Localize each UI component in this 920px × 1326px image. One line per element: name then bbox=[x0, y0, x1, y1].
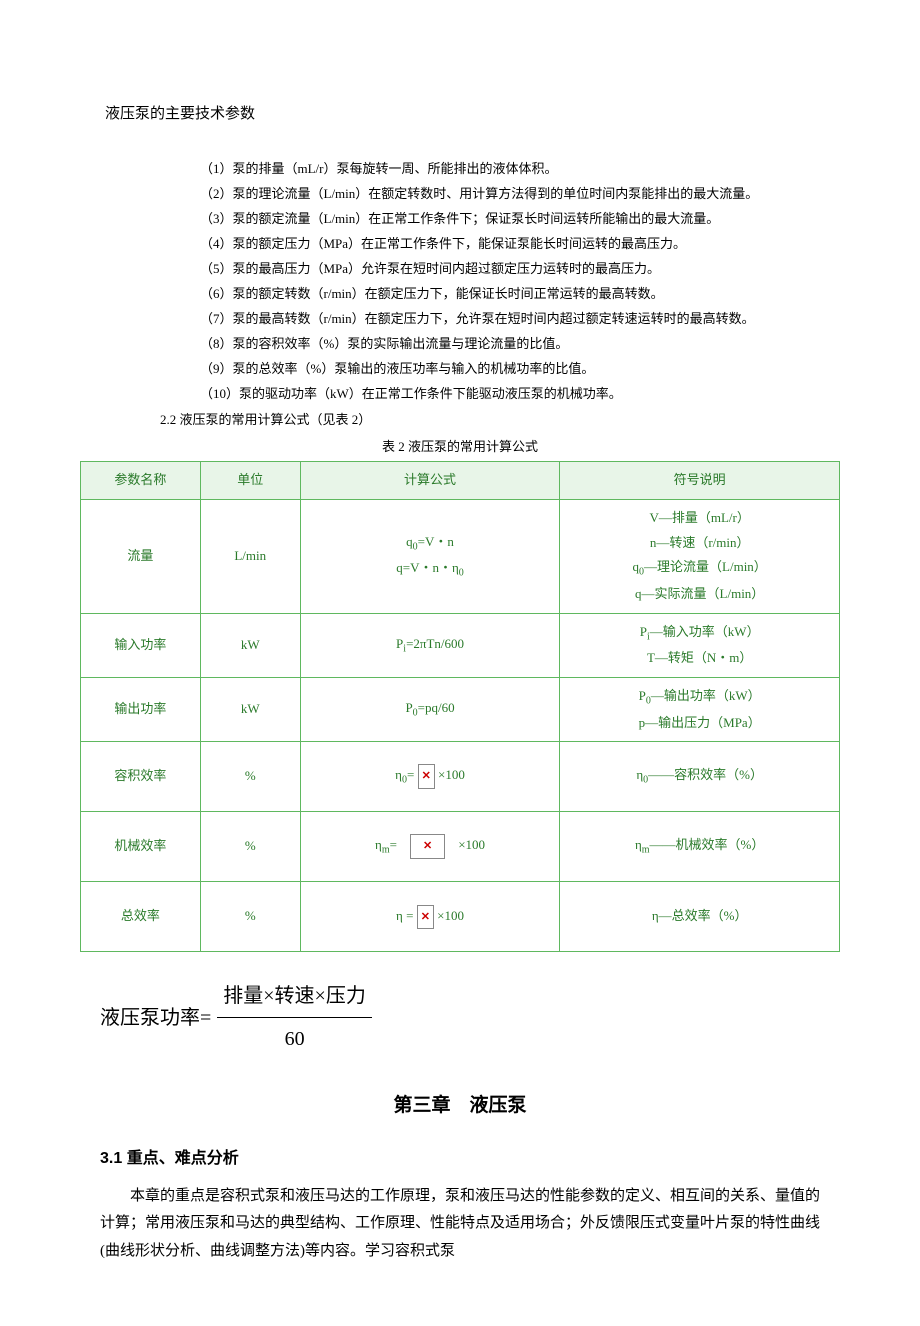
th-name: 参数名称 bbox=[81, 462, 201, 500]
cell-unit: kW bbox=[200, 613, 300, 677]
cell-name: 流量 bbox=[81, 500, 201, 614]
section-2-2: 2.2 液压泵的常用计算公式（见表 2） bbox=[160, 408, 850, 433]
param-item: （6）泵的额定转数（r/min）在额定压力下，能保证长时间正常运转的最高转数。 bbox=[200, 282, 850, 306]
th-unit: 单位 bbox=[200, 462, 300, 500]
table-header-row: 参数名称 单位 计算公式 符号说明 bbox=[81, 462, 840, 500]
cell-symbols: P0—输出功率（kW）p—输出压力（MPa） bbox=[560, 677, 840, 741]
formula-numerator: 排量×转速×压力 bbox=[217, 977, 372, 1018]
param-item: （8）泵的容积效率（%）泵的实际输出流量与理论流量的比值。 bbox=[200, 332, 850, 356]
cell-symbols: V—排量（mL/r）n—转速（r/min）q0—理论流量（L/min）q—实际流… bbox=[560, 500, 840, 614]
cell-name: 输出功率 bbox=[81, 677, 201, 741]
cell-unit: % bbox=[200, 882, 300, 952]
chapter-title: 第三章 液压泵 bbox=[70, 1088, 850, 1124]
table-row: 输出功率kWP0=pq/60P0—输出功率（kW）p—输出压力（MPa） bbox=[81, 677, 840, 741]
cell-formula: P0=pq/60 bbox=[300, 677, 560, 741]
table-caption: 表 2 液压泵的常用计算公式 bbox=[70, 435, 850, 460]
param-item: （5）泵的最高压力（MPa）允许泵在短时间内超过额定压力运转时的最高压力。 bbox=[200, 257, 850, 281]
doc-title: 液压泵的主要技术参数 bbox=[105, 100, 850, 129]
formula-denominator: 60 bbox=[217, 1018, 372, 1058]
cell-name: 机械效率 bbox=[81, 812, 201, 882]
param-list: （1）泵的排量（mL/r）泵每旋转一周、所能排出的液体体积。 （2）泵的理论流量… bbox=[200, 157, 850, 406]
cell-unit: % bbox=[200, 742, 300, 812]
cell-symbols: Pi—输入功率（kW）T—转矩（N・m） bbox=[560, 613, 840, 677]
cell-unit: % bbox=[200, 812, 300, 882]
cell-name: 容积效率 bbox=[81, 742, 201, 812]
param-item: （4）泵的额定压力（MPa）在正常工作条件下，能保证泵能长时间运转的最高压力。 bbox=[200, 232, 850, 256]
formula-fraction: 排量×转速×压力 60 bbox=[217, 977, 372, 1058]
cell-symbols: ηm——机械效率（%） bbox=[560, 812, 840, 882]
body-paragraph: 本章的重点是容积式泵和液压马达的工作原理，泵和液压马达的性能参数的定义、相互间的… bbox=[100, 1183, 820, 1266]
formula-table: 参数名称 单位 计算公式 符号说明 流量L/minq0=V・nq=V・n・η0V… bbox=[80, 461, 840, 952]
table-row: 输入功率kWPi=2πTn/600Pi—输入功率（kW）T—转矩（N・m） bbox=[81, 613, 840, 677]
cell-formula: η = ✕ ×100 bbox=[300, 882, 560, 952]
table-body: 流量L/minq0=V・nq=V・n・η0V—排量（mL/r）n—转速（r/mi… bbox=[81, 500, 840, 952]
power-formula: 液压泵功率= 排量×转速×压力 60 bbox=[100, 977, 850, 1058]
th-formula: 计算公式 bbox=[300, 462, 560, 500]
table-row: 总效率%η = ✕ ×100η—总效率（%） bbox=[81, 882, 840, 952]
param-item: （1）泵的排量（mL/r）泵每旋转一周、所能排出的液体体积。 bbox=[200, 157, 850, 181]
cell-symbols: η—总效率（%） bbox=[560, 882, 840, 952]
cell-formula: Pi=2πTn/600 bbox=[300, 613, 560, 677]
cell-symbols: η0——容积效率（%） bbox=[560, 742, 840, 812]
cell-formula: ηm= ✕ ×100 bbox=[300, 812, 560, 882]
table-row: 机械效率%ηm= ✕ ×100ηm——机械效率（%） bbox=[81, 812, 840, 882]
cell-unit: L/min bbox=[200, 500, 300, 614]
table-row: 流量L/minq0=V・nq=V・n・η0V—排量（mL/r）n—转速（r/mi… bbox=[81, 500, 840, 614]
cell-name: 总效率 bbox=[81, 882, 201, 952]
param-item: （2）泵的理论流量（L/min）在额定转数时、用计算方法得到的单位时间内泵能排出… bbox=[200, 182, 850, 206]
param-item: （3）泵的额定流量（L/min）在正常工作条件下；保证泵长时间运转所能输出的最大… bbox=[200, 207, 850, 231]
cell-formula: q0=V・nq=V・n・η0 bbox=[300, 500, 560, 614]
param-item: （9）泵的总效率（%）泵输出的液压功率与输入的机械功率的比值。 bbox=[200, 357, 850, 381]
param-item: （10）泵的驱动功率（kW）在正常工作条件下能驱动液压泵的机械功率。 bbox=[200, 382, 850, 406]
formula-left: 液压泵功率= bbox=[100, 999, 211, 1037]
param-item: （7）泵的最高转数（r/min）在额定压力下，允许泵在短时间内超过额定转速运转时… bbox=[200, 307, 850, 331]
section-title: 3.1 重点、难点分析 bbox=[100, 1144, 850, 1174]
th-symbols: 符号说明 bbox=[560, 462, 840, 500]
cell-unit: kW bbox=[200, 677, 300, 741]
table-row: 容积效率%η0= ✕ ×100η0——容积效率（%） bbox=[81, 742, 840, 812]
cell-formula: η0= ✕ ×100 bbox=[300, 742, 560, 812]
cell-name: 输入功率 bbox=[81, 613, 201, 677]
